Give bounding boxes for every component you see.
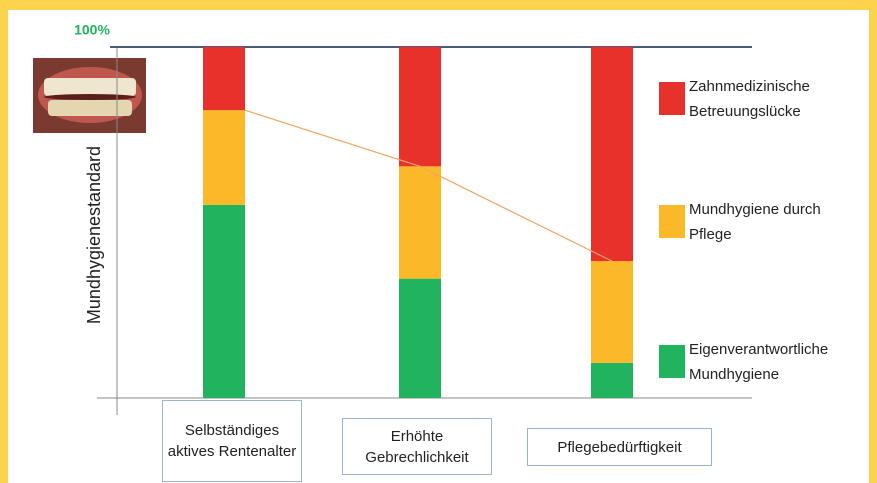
bar-segment: [591, 362, 633, 398]
bar-segment: [399, 47, 441, 167]
bar-segment: [399, 278, 441, 398]
legend-swatch: [659, 205, 685, 238]
bar-segment: [203, 110, 245, 205]
bar-segment: [399, 166, 441, 279]
legend-swatch: [659, 345, 685, 378]
bar-segment: [203, 204, 245, 398]
teeth-photo: [33, 58, 146, 133]
legend-label: Mundhygiene durch Pflege: [689, 201, 821, 243]
category-label: Erhöhte Gebrechlichkeit: [342, 418, 492, 475]
bar-segment: [591, 47, 633, 262]
category-label: Selbständiges aktives Rentenalter: [162, 400, 302, 482]
bar-segment: [203, 47, 245, 111]
legend-swatch: [659, 82, 685, 115]
category-label: Pflegebedürftigkeit: [527, 428, 712, 466]
trend-line: [244, 109, 613, 262]
y-axis-label: Mundhygienestandard: [84, 146, 104, 324]
legend-label: Eigenverantwortliche Mundhygiene: [689, 341, 829, 383]
y-tick-label: 100%: [74, 22, 110, 38]
bar-segment: [591, 261, 633, 363]
legend-label: Zahnmedizinische Betreuungslücke: [689, 78, 810, 120]
